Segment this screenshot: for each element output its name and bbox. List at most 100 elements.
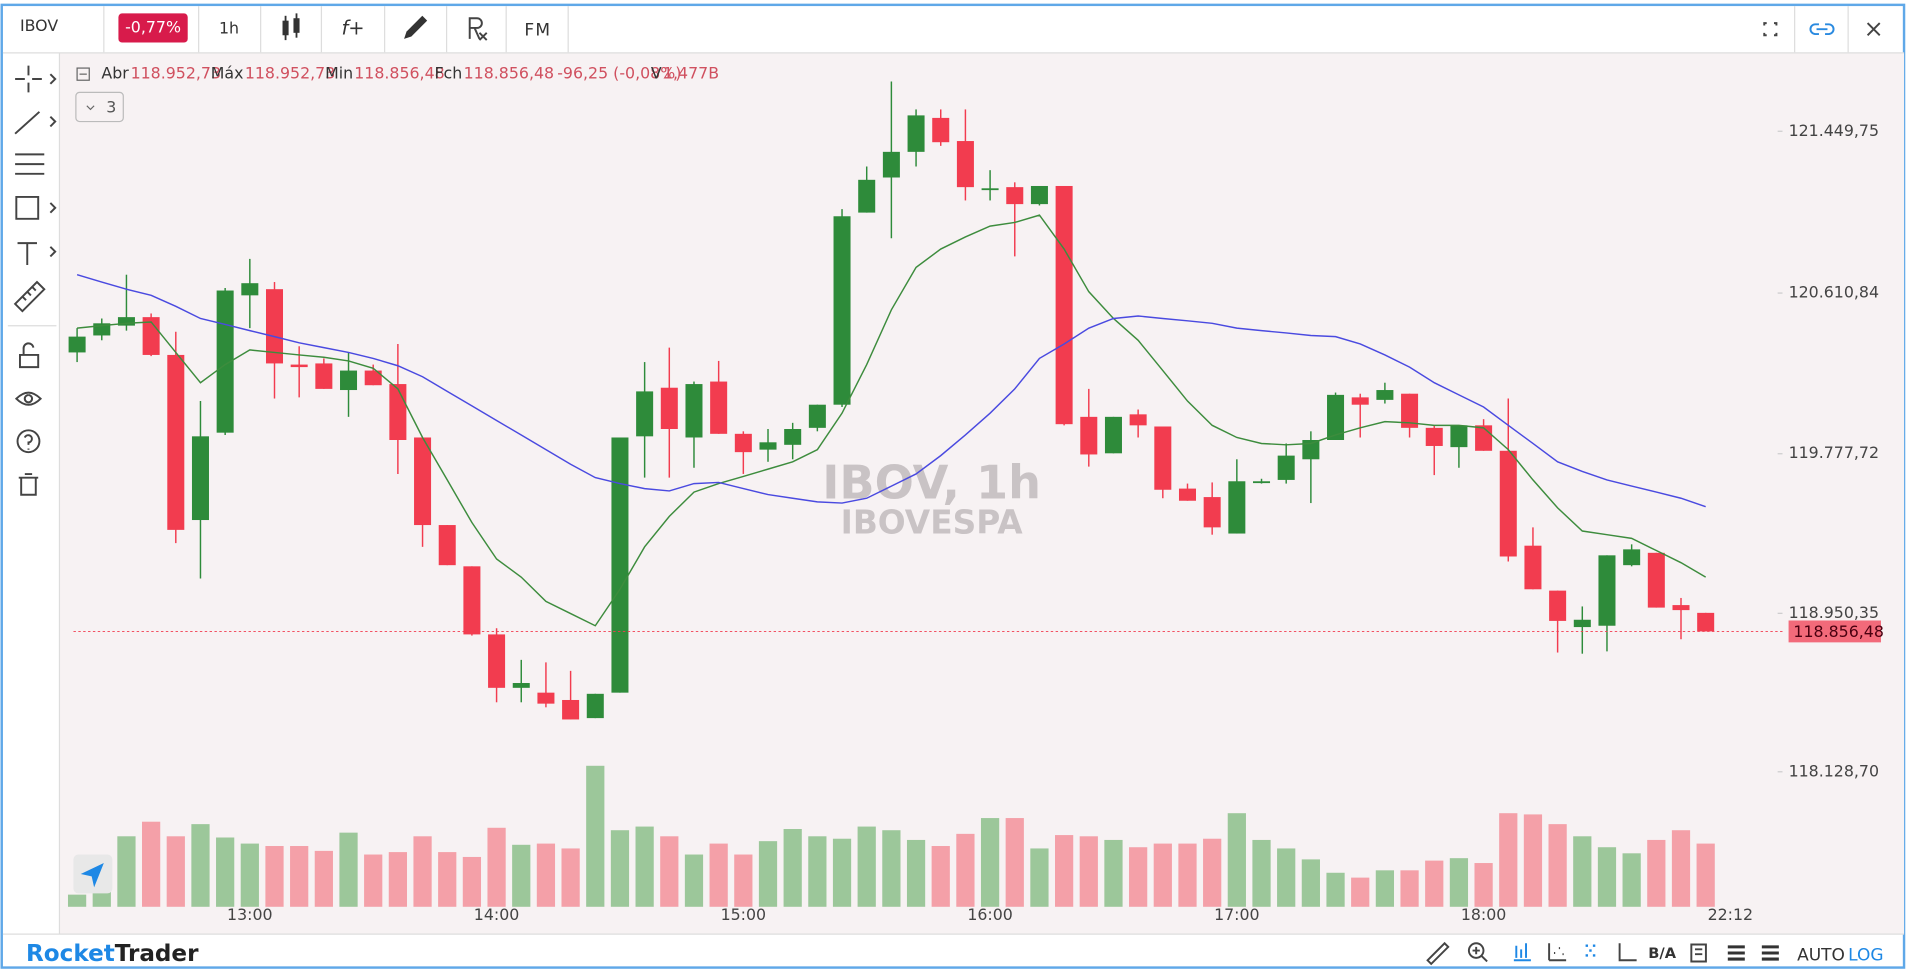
candle-body — [191, 436, 209, 521]
replay-button[interactable] — [468, 17, 488, 41]
volume-bar — [1129, 847, 1148, 907]
volume-bar — [1622, 853, 1641, 907]
visibility-tool[interactable] — [14, 391, 43, 406]
volume-bar — [512, 844, 531, 907]
candle-body — [1104, 416, 1122, 454]
candle-body — [586, 693, 604, 719]
candle-body — [1178, 488, 1196, 501]
volume-bar — [142, 821, 161, 907]
moving-average — [76, 274, 1706, 508]
volume-bar — [1573, 836, 1592, 907]
candle-body — [1327, 394, 1345, 440]
candle-body — [364, 370, 382, 386]
low-label: Min — [325, 64, 353, 83]
brand-b: Trader — [115, 941, 199, 967]
candle-body — [438, 525, 456, 566]
candle-body — [636, 391, 654, 437]
functions-button[interactable]: f+ — [341, 17, 364, 40]
bid-ask-button[interactable]: B/A — [1648, 945, 1676, 962]
fundamentals-button[interactable]: FM — [524, 20, 551, 40]
volume-bar — [1499, 813, 1518, 907]
volume-button[interactable] — [1513, 943, 1531, 962]
shape-tool[interactable] — [15, 195, 57, 220]
volume-bar — [956, 833, 975, 907]
crosshair-tool[interactable] — [15, 65, 57, 93]
change-value: -96,25 (-0,08%) — [557, 64, 681, 83]
candle-body — [833, 216, 851, 405]
candle-body — [808, 404, 826, 428]
help-tool[interactable] — [16, 429, 41, 454]
candle-body — [1055, 185, 1073, 425]
candle-body — [882, 151, 900, 178]
auto-button[interactable]: AUTO — [1797, 945, 1845, 965]
candle-body — [1401, 393, 1419, 428]
volume-bar — [635, 826, 654, 907]
candle-body — [1450, 425, 1468, 448]
symbol[interactable]: IBOV — [20, 16, 58, 35]
candle-body — [537, 692, 555, 704]
open-label: Abr — [101, 64, 129, 83]
layers-button[interactable] — [1727, 945, 1745, 961]
high-label: Máx — [211, 64, 244, 83]
lock-tool[interactable] — [18, 342, 40, 369]
volume-bar — [808, 836, 827, 907]
book-button[interactable] — [1690, 943, 1707, 963]
candle-body — [488, 634, 506, 688]
line-tool[interactable] — [14, 111, 57, 135]
log-button[interactable]: LOG — [1848, 945, 1883, 965]
volume-bar — [980, 818, 1000, 907]
text-tool[interactable] — [17, 242, 57, 265]
ruler-tool[interactable] — [13, 280, 46, 313]
volume-bar — [882, 830, 901, 907]
candle-body — [463, 566, 481, 635]
x-tick-label: 18:00 — [1461, 905, 1507, 924]
candle-body — [1475, 425, 1493, 451]
fullscreen-button[interactable] — [1763, 22, 1778, 37]
draw-button[interactable] — [404, 15, 428, 39]
indicators-count: 3 — [106, 98, 116, 117]
candle-body — [734, 433, 752, 453]
delete-tool[interactable] — [18, 473, 39, 496]
candle-body — [660, 387, 678, 430]
chart-type-button[interactable] — [282, 13, 300, 41]
volume-bar — [1054, 835, 1074, 907]
volume-bar — [709, 843, 728, 907]
scatter-button[interactable] — [1548, 943, 1567, 962]
candle-body — [1376, 390, 1394, 400]
candle-body — [1203, 497, 1221, 528]
axis-button[interactable] — [1618, 943, 1637, 962]
interval[interactable]: 1h — [219, 19, 239, 38]
open-value: 118.952,73 — [131, 64, 221, 83]
volume-bar — [1079, 836, 1098, 907]
volume-bar — [388, 852, 407, 907]
volume-bar — [536, 843, 556, 907]
low-value: 118.856,48 — [354, 64, 444, 83]
close-value: 118.856,48 — [464, 64, 554, 83]
candle-body — [1154, 426, 1172, 490]
navigate-button[interactable] — [73, 854, 113, 894]
volume-bar — [1425, 860, 1444, 907]
zoom-glyph — [1472, 946, 1488, 963]
candle-body — [932, 117, 950, 143]
zoom-button[interactable] — [1467, 942, 1485, 959]
candle-body — [1623, 549, 1641, 566]
candle-body — [858, 179, 876, 213]
panels-button[interactable] — [1761, 945, 1779, 961]
y-tick-label: 119.777,72 — [1789, 443, 1879, 462]
y-tick-label: 118.128,70 — [1789, 761, 1879, 780]
close-button[interactable] — [1866, 22, 1881, 36]
candle-body — [1598, 555, 1616, 626]
link-button[interactable] — [1809, 23, 1835, 36]
volume-bar — [734, 854, 753, 907]
collapse-toggle[interactable] — [76, 67, 90, 81]
dots-button[interactable] — [1585, 944, 1596, 957]
ruler-button[interactable] — [1426, 941, 1450, 966]
volume-bar — [1301, 859, 1320, 907]
volume-bar — [1104, 839, 1123, 907]
candle-body — [1006, 187, 1024, 205]
fib-tool[interactable] — [15, 153, 45, 175]
volume-bar — [660, 836, 679, 907]
volume-label: V — [651, 64, 662, 83]
volume-bar — [1548, 824, 1567, 907]
indicators-toggle[interactable] — [75, 91, 124, 123]
